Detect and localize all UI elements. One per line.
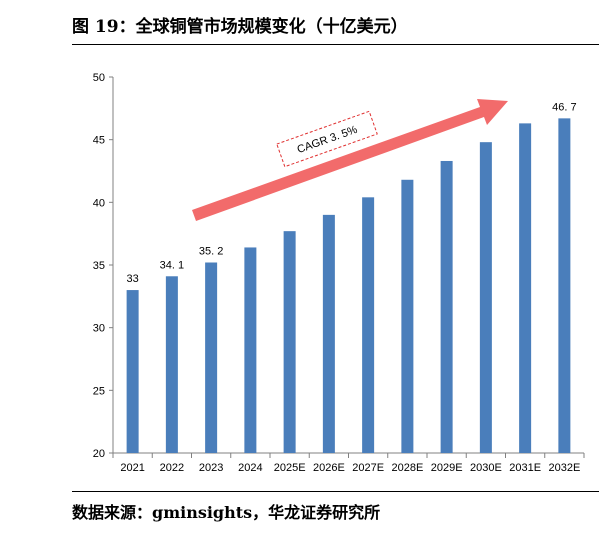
x-tick-label: 2027E: [352, 462, 384, 474]
bar-2028E: [401, 179, 414, 454]
figure-source: 数据来源：gminsights，华龙证券研究所: [72, 503, 381, 522]
x-tick-label: 2026E: [313, 462, 345, 474]
x-tick-label: 2021: [120, 462, 144, 474]
bar-2022: [165, 276, 178, 453]
source-rule: [72, 491, 599, 492]
y-axis: 20 25 30 35 40 45 50: [93, 72, 114, 460]
bar-2024: [244, 247, 257, 453]
x-tick-label: 2023: [199, 462, 223, 474]
y-tick-label: 25: [93, 385, 105, 397]
bar-2025E: [283, 231, 296, 453]
cagr-annotation: CAGR 3. 5%: [192, 99, 508, 221]
y-tick-label: 35: [93, 260, 105, 272]
bar-series: [126, 118, 571, 454]
cagr-box: [276, 110, 378, 168]
cagr-arrow: [192, 99, 508, 221]
x-tick-label: 2024: [238, 462, 262, 474]
y-tick-label: 50: [93, 72, 105, 84]
bar-2023: [205, 262, 218, 453]
bar-2021: [126, 290, 139, 453]
x-tick-label: 2022: [160, 462, 184, 474]
x-tick-label: 2032E: [548, 462, 580, 474]
y-tick-label: 40: [93, 197, 105, 209]
x-tick-label: 2031E: [509, 462, 541, 474]
bar-2032E: [558, 118, 571, 454]
x-tick-label: 2025E: [274, 462, 306, 474]
x-axis: 2021 2022 2023 2024 2025E 2026E 2027E 2028E 2029…: [112, 452, 585, 474]
x-tick-label: 2030E: [470, 462, 502, 474]
data-label-2023: 35. 2: [199, 245, 223, 257]
data-label-2032E: 46. 7: [552, 101, 576, 113]
y-tick-label: 30: [93, 323, 105, 335]
bar-2030E: [479, 142, 492, 453]
bar-2026E: [322, 214, 335, 453]
bar-2027E: [362, 197, 375, 453]
x-tick-label: 2028E: [391, 462, 423, 474]
y-tick-label: 45: [93, 135, 105, 147]
data-labels: 33 34. 1 35. 2 46. 7: [127, 101, 577, 285]
data-label-2021: 33: [127, 273, 139, 285]
title-rule: [72, 44, 599, 45]
y-tick-label: 20: [93, 448, 105, 460]
data-label-2022: 34. 1: [160, 259, 184, 271]
figure-title: 图 19：全球铜管市场规模变化（十亿美元）: [72, 17, 408, 37]
x-tick-label: 2029E: [431, 462, 463, 474]
bar-2029E: [440, 160, 453, 453]
bar-2031E: [519, 123, 532, 453]
